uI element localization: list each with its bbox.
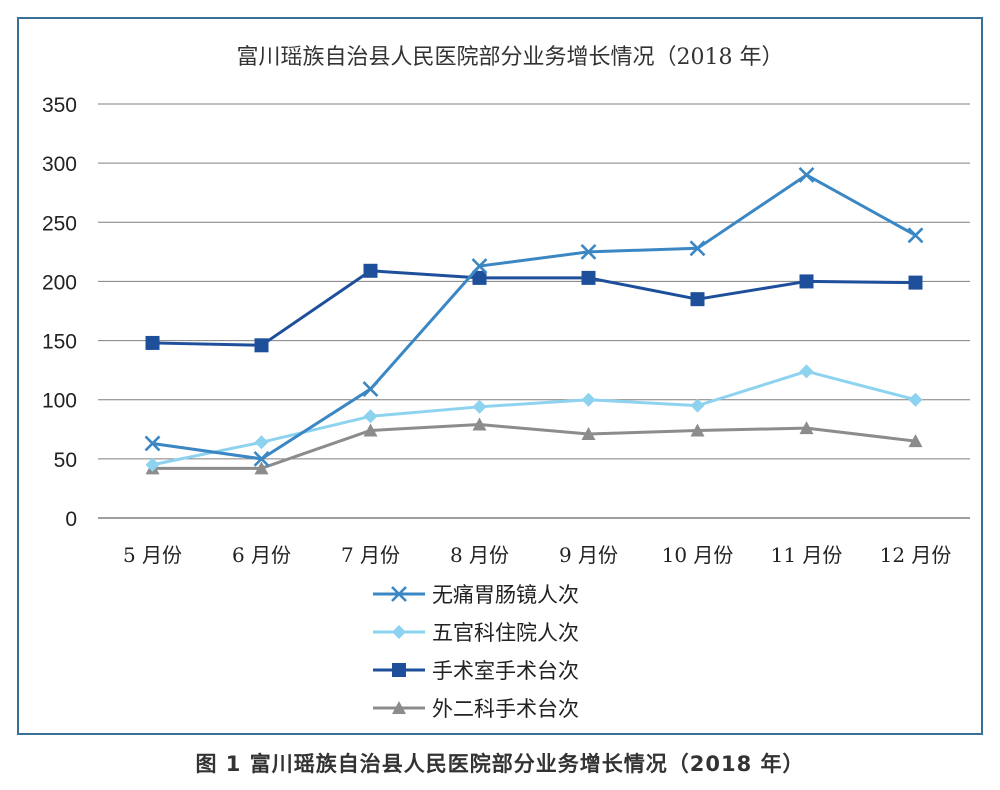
data-point (580, 243, 597, 260)
data-point (581, 427, 596, 441)
data-point (908, 392, 923, 407)
data-point (472, 270, 487, 285)
y-tick-label: 250 (42, 212, 77, 235)
x-tick-label: 10 月份 (662, 543, 734, 567)
legend-item: 手术室手术台次 (373, 659, 579, 683)
data-point (581, 270, 596, 285)
data-point (363, 423, 378, 437)
data-point (689, 240, 706, 257)
data-point (690, 292, 705, 307)
y-tick-label: 100 (42, 390, 77, 413)
x-tick-label: 7 月份 (341, 543, 400, 567)
y-tick-label: 200 (42, 271, 77, 294)
legend-marker (392, 625, 406, 639)
data-point (908, 275, 923, 290)
series-line (152, 173, 917, 461)
legend-item: 外二科手术台次 (373, 697, 579, 721)
y-tick-label: 0 (65, 508, 77, 531)
y-tick-label: 150 (42, 331, 77, 354)
data-point (471, 258, 488, 274)
data-point (362, 381, 379, 397)
series-2 (145, 263, 923, 353)
y-tick-label: 50 (54, 449, 77, 472)
x-tick-label: 11 月份 (771, 543, 843, 567)
line-chart: 富川瑶族自治县人民医院部分业务增长情况（2018 年） 0 50 100 150 200… (42, 45, 970, 721)
legend-label: 手术室手术台次 (432, 659, 579, 683)
data-point (581, 392, 596, 407)
data-point (254, 461, 269, 475)
series-line (152, 369, 916, 467)
data-point (144, 435, 161, 452)
data-point (472, 399, 487, 414)
data-point (254, 338, 269, 353)
data-point (254, 435, 269, 450)
data-point (690, 398, 705, 413)
legend-marker (392, 663, 406, 677)
series-0 (144, 167, 924, 467)
chart-title: 富川瑶族自治县人民医院部分业务增长情况（2018 年） (237, 45, 784, 70)
x-tick-label: 12 月份 (880, 543, 952, 567)
x-tick-label: 9 月份 (559, 543, 618, 567)
x-axis-ticks: 5 月份 6 月份 7 月份 8 月份 9 月份 10 月份 11 月份 12 月份 (123, 543, 951, 567)
data-point (145, 335, 160, 350)
data-point (363, 263, 378, 278)
x-tick-label: 6 月份 (232, 543, 291, 567)
data-point (253, 450, 270, 467)
series-line (152, 269, 916, 347)
data-point (799, 421, 814, 435)
legend-marker (392, 701, 406, 714)
data-point (472, 417, 487, 431)
data-point (690, 423, 705, 437)
x-tick-label: 5 月份 (123, 543, 182, 567)
legend-label: 外二科手术台次 (432, 697, 579, 721)
legend-item: 五官科住院人次 (373, 621, 579, 645)
legend-label: 无痛胃肠镜人次 (432, 583, 579, 607)
gridlines (98, 103, 970, 519)
y-axis-ticks: 0 50 100 150 200 250 300 350 (42, 94, 77, 531)
y-tick-label: 350 (42, 94, 77, 117)
x-tick-label: 8 月份 (450, 543, 509, 567)
legend-marker (391, 586, 407, 602)
series-lines (144, 167, 924, 475)
data-point (799, 274, 814, 289)
figure-caption: 图 1 富川瑶族自治县人民医院部分业务增长情况（2018 年） (195, 752, 805, 776)
series-line (152, 423, 916, 470)
legend-label: 五官科住院人次 (432, 621, 579, 645)
data-point (363, 409, 378, 424)
data-point (907, 227, 924, 244)
legend-item: 无痛胃肠镜人次 (373, 583, 579, 607)
data-point (908, 434, 923, 448)
data-point (798, 167, 815, 183)
data-point (799, 364, 814, 379)
y-tick-label: 300 (42, 153, 77, 176)
series-1 (145, 364, 923, 472)
data-point (145, 457, 160, 472)
